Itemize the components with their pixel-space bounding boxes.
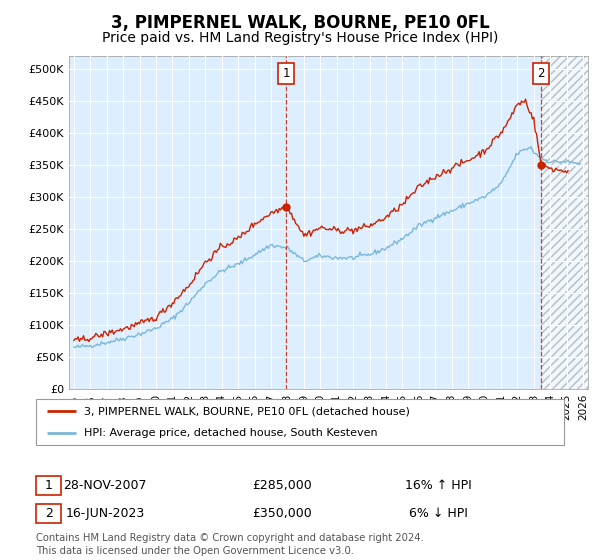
Text: £350,000: £350,000 bbox=[252, 507, 312, 520]
Text: 2: 2 bbox=[44, 507, 53, 520]
Text: 2: 2 bbox=[538, 67, 545, 80]
Text: Price paid vs. HM Land Registry's House Price Index (HPI): Price paid vs. HM Land Registry's House … bbox=[102, 31, 498, 45]
Bar bbox=[541, 56, 600, 389]
Text: Contains HM Land Registry data © Crown copyright and database right 2024.
This d: Contains HM Land Registry data © Crown c… bbox=[36, 533, 424, 556]
Text: 6% ↓ HPI: 6% ↓ HPI bbox=[409, 507, 467, 520]
Text: £285,000: £285,000 bbox=[252, 479, 312, 492]
Text: 28-NOV-2007: 28-NOV-2007 bbox=[63, 479, 147, 492]
Text: HPI: Average price, detached house, South Kesteven: HPI: Average price, detached house, Sout… bbox=[83, 428, 377, 438]
Bar bbox=[541, 56, 600, 389]
Text: 1: 1 bbox=[44, 479, 53, 492]
Text: 1: 1 bbox=[282, 67, 290, 80]
Text: 16-JUN-2023: 16-JUN-2023 bbox=[65, 507, 145, 520]
Text: 16% ↑ HPI: 16% ↑ HPI bbox=[404, 479, 472, 492]
Text: 3, PIMPERNEL WALK, BOURNE, PE10 0FL (detached house): 3, PIMPERNEL WALK, BOURNE, PE10 0FL (det… bbox=[83, 406, 409, 416]
Text: 3, PIMPERNEL WALK, BOURNE, PE10 0FL: 3, PIMPERNEL WALK, BOURNE, PE10 0FL bbox=[110, 14, 490, 32]
